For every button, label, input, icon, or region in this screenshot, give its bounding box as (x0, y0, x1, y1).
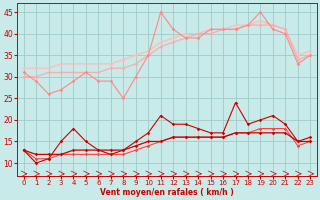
X-axis label: Vent moyen/en rafales ( km/h ): Vent moyen/en rafales ( km/h ) (100, 188, 234, 197)
